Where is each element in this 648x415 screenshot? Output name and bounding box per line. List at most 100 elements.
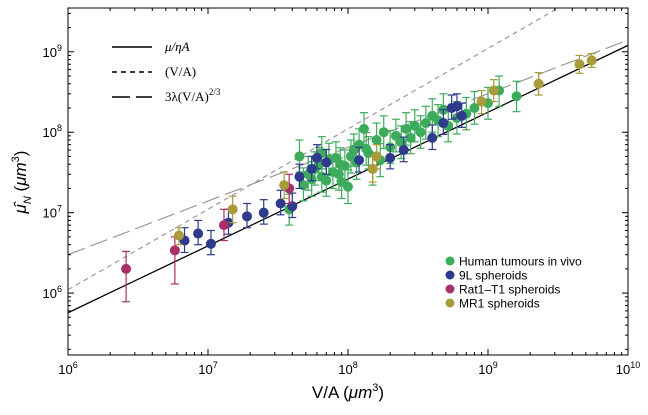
x-label-sup: 3 [372, 382, 378, 394]
y-tick-base: 10 [43, 286, 57, 301]
x-tick-exp: 8 [353, 360, 358, 370]
x-tick-base: 10 [198, 362, 212, 377]
data-point [227, 204, 238, 215]
data-point [321, 175, 332, 186]
x-tick-base: 10 [58, 362, 72, 377]
data-point [173, 230, 184, 241]
y-label-sup: 3 [10, 156, 22, 162]
data-point [193, 228, 204, 239]
x-label-text: V/A ( [312, 383, 349, 402]
x-tick-base: 10 [616, 362, 630, 377]
data-point [258, 207, 269, 218]
y-label-unit: μm [11, 162, 30, 186]
legend-marker [445, 270, 455, 280]
legend-label: μ/ηA [164, 39, 190, 54]
data-point [533, 78, 544, 89]
y-tick-label: 109 [43, 43, 62, 60]
legend-label: MR1 spheroids [459, 297, 540, 311]
y-tick-base: 10 [43, 45, 57, 60]
data-point [586, 55, 597, 66]
data-point [451, 101, 462, 112]
data-point [321, 157, 332, 168]
y-tick-exp: 6 [57, 284, 62, 294]
data-point [378, 127, 389, 138]
data-point [333, 169, 344, 180]
plot-area [68, 8, 628, 314]
y-tick-base: 10 [43, 125, 57, 140]
legend-marker [445, 298, 455, 308]
y-label-text: μ̂ [11, 201, 30, 214]
y-axis-label: μ̂N (μm3) [10, 151, 34, 215]
data-point [456, 110, 467, 121]
legend-label: (V/A) [165, 64, 196, 79]
data-point [169, 245, 180, 256]
data-point [294, 151, 305, 162]
data-point [401, 123, 412, 134]
x-tick-label: 1010 [616, 360, 640, 377]
data-point [371, 151, 382, 162]
x-tick-base: 10 [478, 362, 492, 377]
y-label-end: ) [11, 151, 30, 157]
y-tick-label: 106 [43, 284, 62, 301]
y-tick-exp: 9 [57, 43, 62, 53]
data-point [279, 180, 290, 191]
x-axis-label: V/A (μm3) [312, 382, 384, 402]
legend-label: 9L spheroids [459, 269, 527, 283]
data-point [358, 123, 369, 134]
x-tick-exp: 6 [73, 360, 78, 370]
data-point [306, 163, 317, 174]
data-point [409, 120, 420, 131]
data-point [361, 143, 372, 154]
y-tick-base: 10 [43, 206, 57, 221]
data-point [398, 145, 409, 156]
data-point [242, 211, 253, 222]
x-tick-label: 106 [58, 360, 77, 377]
data-point [354, 155, 365, 166]
x-label-unit: μm [348, 383, 372, 402]
data-point [476, 96, 487, 107]
model-line [68, 8, 560, 291]
legend-label: Human tumours in vivo [459, 255, 582, 269]
model-line [68, 39, 628, 256]
legend-text: 3λ(V/A) [165, 89, 209, 104]
y-tick-label: 108 [43, 123, 62, 140]
y-tick-exp: 8 [57, 123, 62, 133]
y-label-sub: N [22, 196, 34, 204]
data-point [511, 91, 522, 102]
y-label-mid: ( [11, 185, 30, 196]
x-tick-label: 108 [338, 360, 357, 377]
x-tick-exp: 9 [493, 360, 498, 370]
legend-marker [445, 256, 455, 266]
legend-label: Rat1–T1 spheroids [459, 283, 560, 297]
data-point [218, 220, 229, 231]
data-point [488, 85, 499, 96]
data-point [298, 180, 309, 191]
x-tick-exp: 10 [630, 360, 640, 370]
x-tick-label: 109 [478, 360, 497, 377]
legend-text: μ/ηA [164, 39, 190, 54]
data-point [371, 135, 382, 146]
data-point [294, 171, 305, 182]
data-point [367, 163, 378, 174]
x-tick-exp: 7 [213, 360, 218, 370]
x-label-end: ) [378, 383, 384, 402]
y-tick-label: 107 [43, 204, 62, 221]
x-tick-label: 107 [198, 360, 217, 377]
data-point [469, 102, 480, 113]
legend-marker [445, 284, 455, 294]
data-point [275, 198, 286, 209]
data-point [343, 181, 353, 192]
legend-label: 3λ(V/A)2/3 [165, 87, 221, 104]
data-point [574, 59, 585, 70]
data-point [311, 152, 322, 163]
data-point [405, 132, 416, 143]
data-point [335, 159, 346, 170]
data-point [205, 238, 216, 249]
data-point [385, 152, 396, 163]
legend-text: (V/A) [165, 64, 196, 79]
data-point [427, 132, 438, 143]
data-point [415, 127, 426, 138]
data-point [438, 118, 449, 129]
x-tick-base: 10 [338, 362, 352, 377]
